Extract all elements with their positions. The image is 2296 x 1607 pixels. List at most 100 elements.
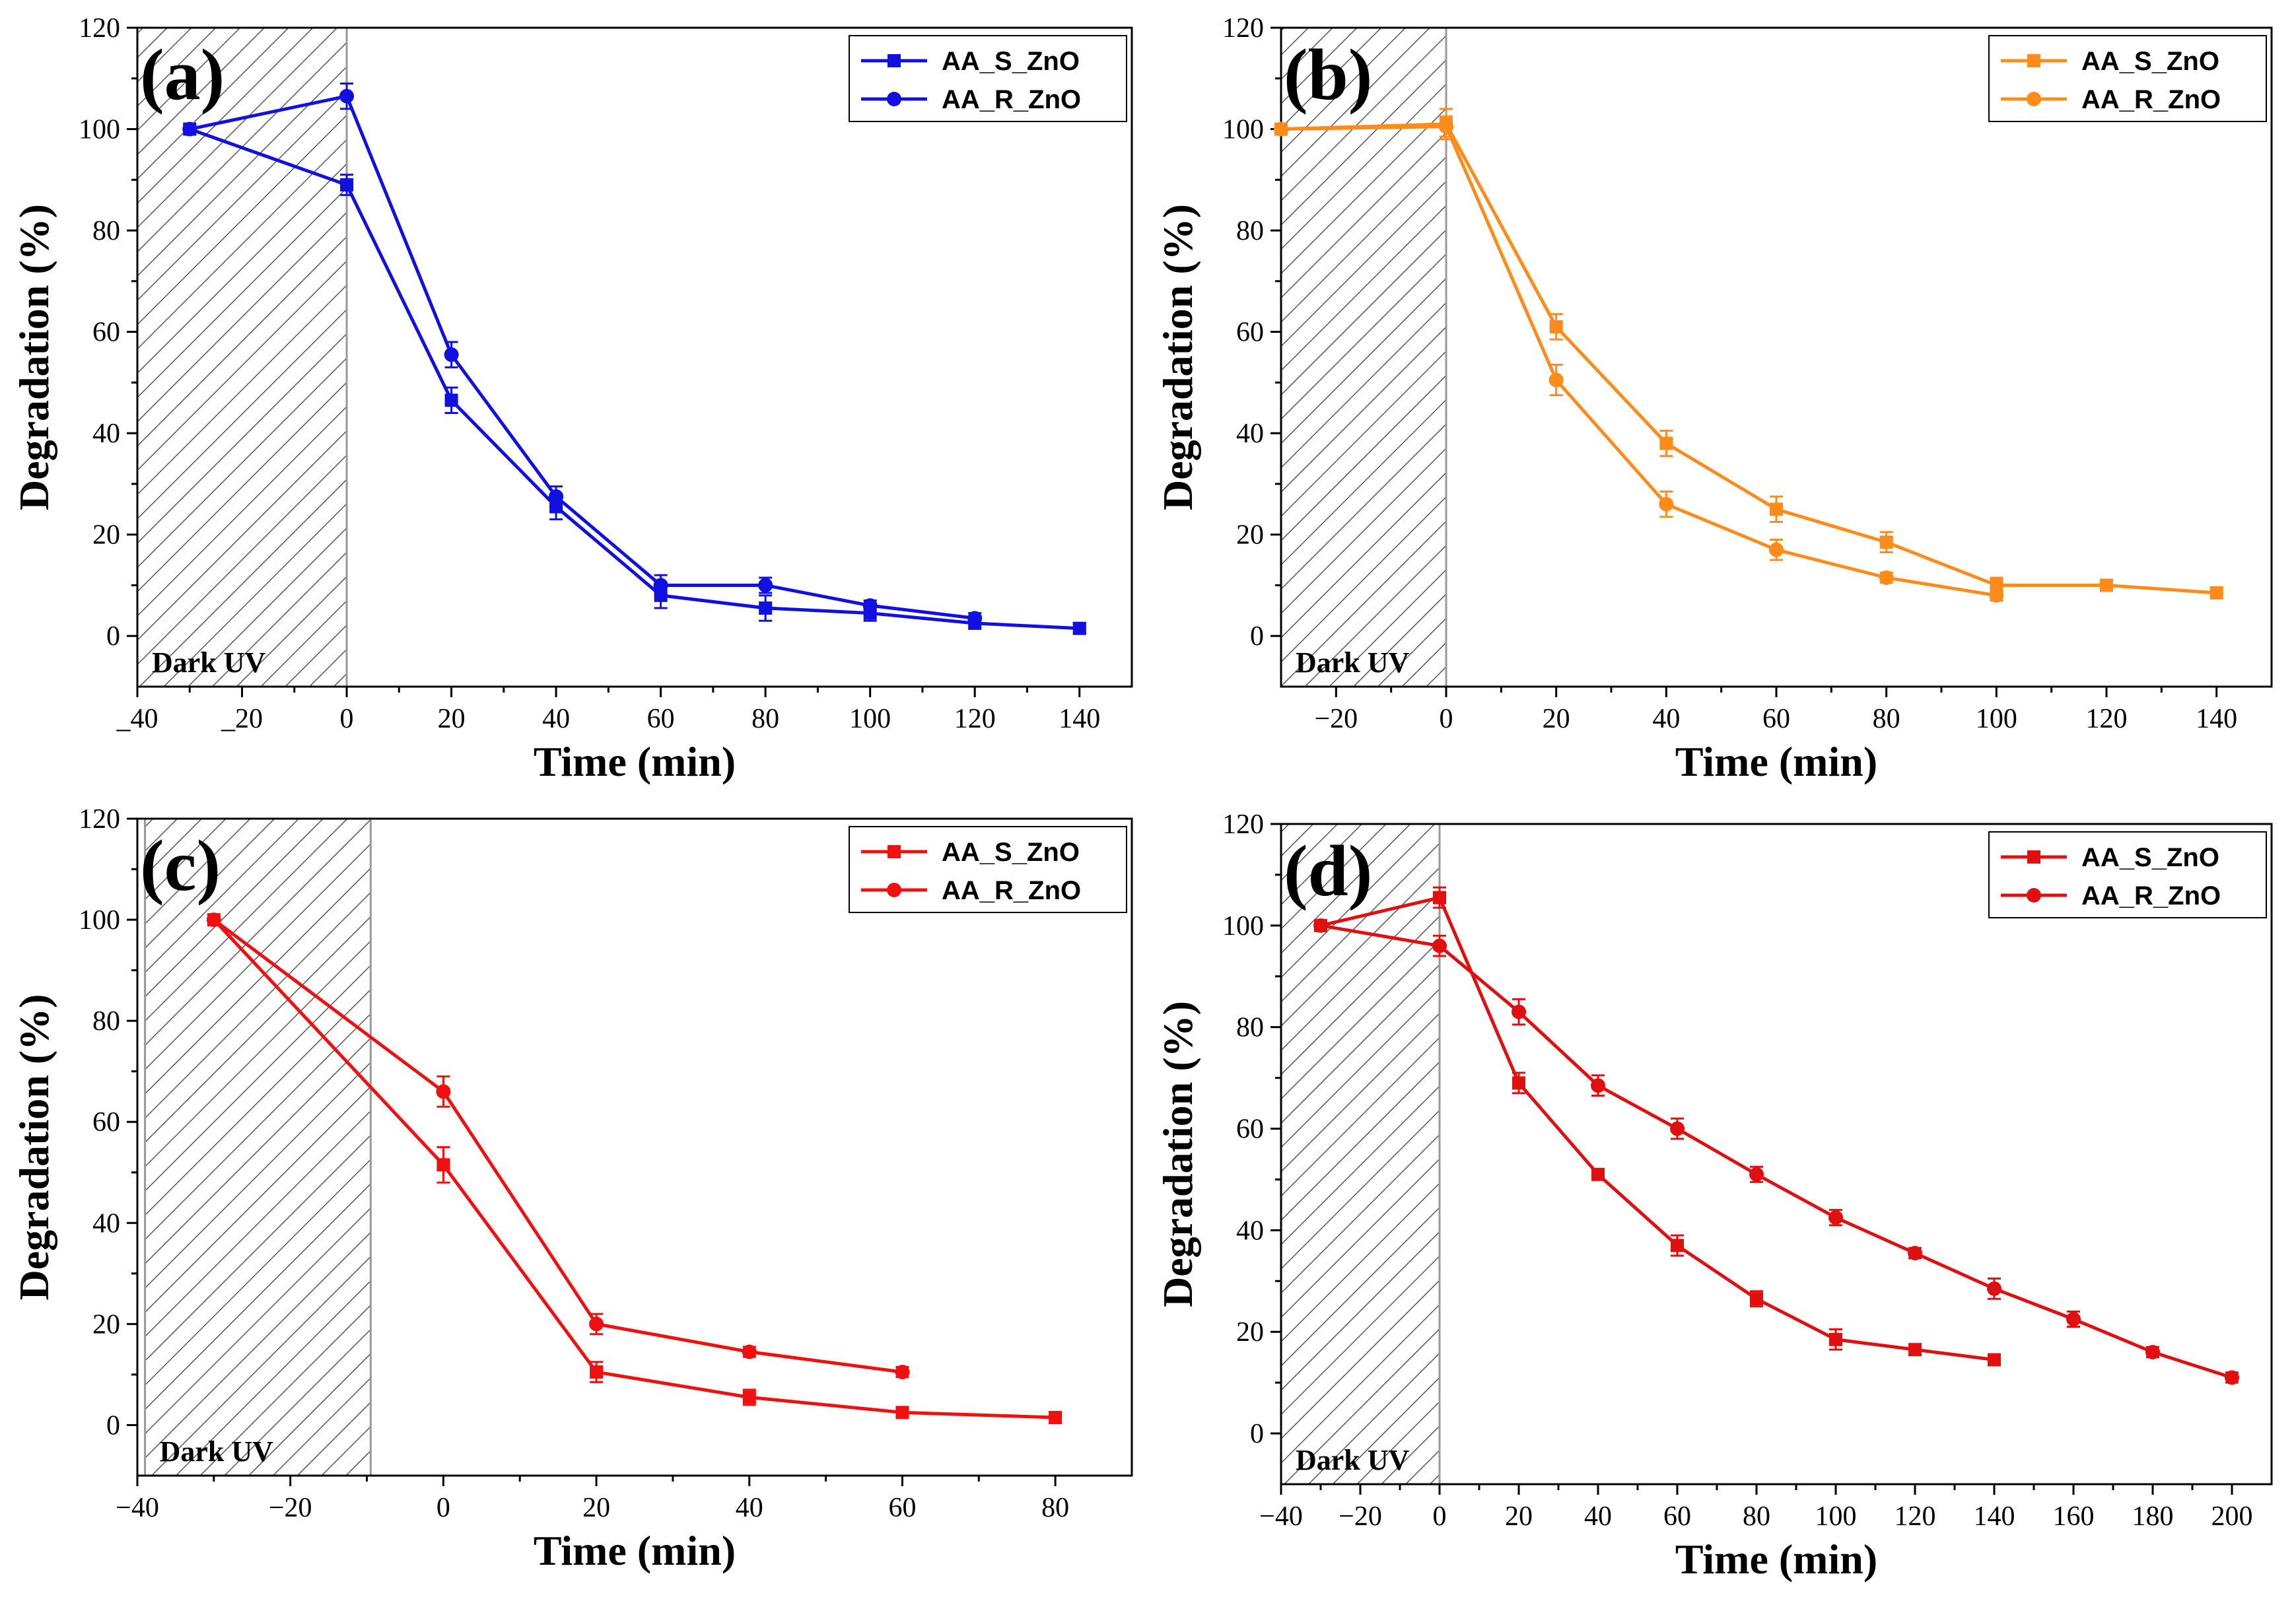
data-point-square <box>436 1158 450 1172</box>
legend-marker-circle <box>887 883 901 897</box>
x-tick-label: 40 <box>1652 704 1680 734</box>
data-point-square <box>895 1406 909 1419</box>
y-tick-label: 120 <box>79 804 120 835</box>
data-point-circle <box>2066 1312 2081 1326</box>
legend-marker-square <box>2027 54 2040 67</box>
x-tick-label: 20 <box>582 1493 610 1523</box>
y-tick-label: 20 <box>92 1309 120 1340</box>
x-tick-label: 60 <box>647 704 675 734</box>
data-point-square <box>2209 586 2223 599</box>
x-tick-label: 120 <box>1895 1501 1936 1532</box>
data-point-square <box>1990 578 2003 592</box>
legend-label: AA_S_ZnO <box>2081 47 2219 76</box>
x-tick-label: _40 <box>116 704 158 734</box>
legend-marker-circle <box>2027 92 2041 106</box>
dark-uv-region <box>136 26 348 688</box>
x-tick-label: −20 <box>269 1493 312 1523</box>
data-point-circle <box>967 611 983 626</box>
legend-box <box>849 826 1127 913</box>
panel-label: (c) <box>140 825 221 906</box>
y-axis-title: Degradation (%) <box>11 204 57 510</box>
data-point-square <box>1750 1292 1763 1306</box>
x-tick-label: 80 <box>1873 704 1900 734</box>
x-tick-label: −20 <box>1339 1501 1382 1532</box>
y-tick-label: 80 <box>1236 216 1264 246</box>
x-tick-label: 20 <box>1543 704 1570 734</box>
y-tick-label: 100 <box>1222 911 1264 941</box>
data-point-square <box>1591 1167 1605 1181</box>
data-point-circle <box>206 912 221 928</box>
legend: AA_S_ZnO AA_R_ZnO <box>849 826 1127 913</box>
panel-label: (a) <box>140 34 225 115</box>
data-point-circle <box>895 1365 910 1380</box>
data-point-circle <box>549 489 564 504</box>
y-tick-label: 40 <box>1236 419 1264 449</box>
data-point-circle <box>182 121 197 137</box>
y-axis-title: Degradation (%) <box>11 994 57 1301</box>
y-tick-label: 60 <box>92 318 120 348</box>
y-tick-label: 0 <box>106 1410 120 1441</box>
series-line-AA_S_ZnO <box>213 918 1056 1419</box>
chart-panel-0: Dark UV _40 _20 0 20 40 60 80 100 120 140 0 20 40 60 80… <box>11 13 1133 785</box>
x-tick-label: 0 <box>436 1493 450 1523</box>
y-tick-label: 80 <box>92 1006 120 1037</box>
series-line-AA_R_ZnO <box>189 94 975 620</box>
y-tick-label: 80 <box>1236 1013 1264 1043</box>
legend-marker-circle <box>887 92 901 106</box>
y-tick-label: 60 <box>1236 1114 1264 1145</box>
x-tick-label: 140 <box>1974 1501 2015 1532</box>
y-tick-label: 20 <box>1236 520 1264 551</box>
x-tick-label: 180 <box>2132 1501 2174 1532</box>
data-point-circle <box>1548 372 1564 388</box>
x-tick-label: 0 <box>340 704 354 734</box>
data-point-circle <box>2145 1345 2160 1359</box>
x-tick-label: 60 <box>1762 704 1790 734</box>
data-point-square <box>759 601 773 615</box>
legend-label: AA_R_ZnO <box>2081 881 2221 910</box>
panel-label: (b) <box>1284 34 1372 115</box>
y-axis-title: Degradation (%) <box>1154 1001 1201 1307</box>
data-point-circle <box>589 1316 604 1332</box>
data-point-circle <box>653 578 668 593</box>
x-tick-label: 120 <box>954 704 996 734</box>
data-point-square <box>340 178 354 191</box>
x-tick-label: 40 <box>1584 1501 1612 1532</box>
y-tick-label: 60 <box>1236 318 1264 348</box>
y-tick-label: 0 <box>106 621 120 652</box>
legend-label: AA_R_ZnO <box>2081 85 2221 114</box>
data-point-circle <box>1749 1167 1764 1182</box>
data-point-square <box>1072 621 1086 635</box>
y-tick-label: 100 <box>79 905 120 936</box>
legend-label: AA_S_ZnO <box>942 838 1080 867</box>
series-line-AA_R_ZnO <box>1320 924 2233 1379</box>
data-point-circle <box>1591 1078 1605 1093</box>
x-tick-label: 200 <box>2211 1501 2253 1532</box>
legend: AA_S_ZnO AA_R_ZnO <box>1988 831 2267 918</box>
data-point-circle <box>1313 918 1328 933</box>
data-point-circle <box>444 347 459 362</box>
data-point-square <box>2100 578 2113 592</box>
x-axis-title: Time (min) <box>1675 1536 1877 1583</box>
data-point-square <box>1879 535 1893 549</box>
data-point-square <box>1671 1239 1684 1252</box>
data-point-circle <box>742 1344 757 1359</box>
y-tick-label: 0 <box>1250 621 1264 652</box>
panel-label: (d) <box>1284 831 1372 911</box>
dark-uv-region <box>1280 26 1447 688</box>
x-tick-label: 80 <box>1743 1501 1770 1532</box>
y-tick-label: 100 <box>79 115 120 145</box>
chart-panel-1: Dark UV −20 0 20 40 60 80 100 120 140 0 20 40 60 80 100… <box>1154 13 2273 785</box>
data-point-circle <box>862 598 878 613</box>
y-tick-label: 20 <box>92 520 120 551</box>
x-tick-label: 20 <box>1505 1501 1533 1532</box>
legend-label: AA_R_ZnO <box>942 876 1081 905</box>
legend: AA_S_ZnO AA_R_ZnO <box>1988 35 2267 122</box>
x-tick-label: 60 <box>888 1493 916 1523</box>
x-tick-label: 160 <box>2053 1501 2095 1532</box>
x-tick-label: 0 <box>1433 1501 1447 1532</box>
data-point-square <box>1908 1343 1922 1357</box>
data-point-square <box>742 1390 756 1404</box>
dark-uv-region <box>144 817 372 1477</box>
data-point-square <box>1659 436 1673 450</box>
